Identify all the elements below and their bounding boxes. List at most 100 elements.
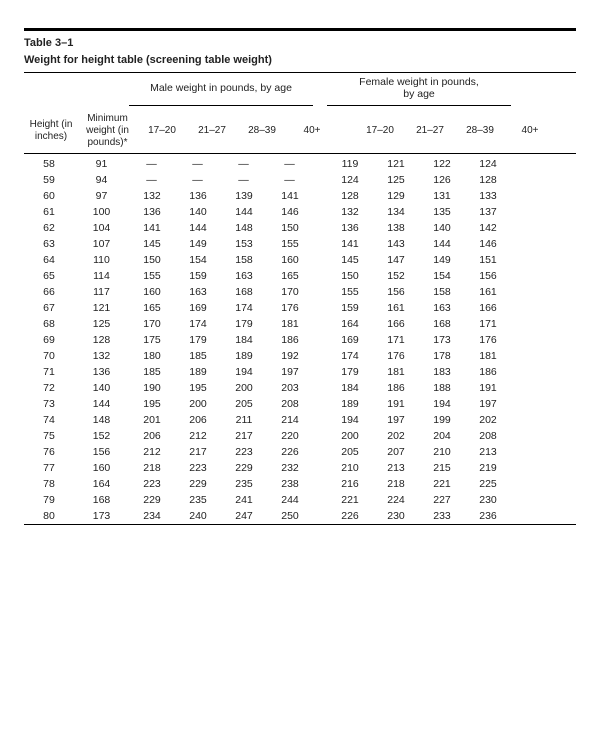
cell-female-2: 221 [419,476,465,492]
cell-male-1: 185 [175,348,221,364]
cell-male-0: 229 [129,492,175,508]
cell-male-2: 179 [221,316,267,332]
male-subrule [129,105,313,106]
cell-male-3: 214 [267,412,313,428]
spacer [24,103,74,109]
cell-female-0: 136 [327,220,373,236]
cell-female-2: 215 [419,460,465,476]
cell-female-2: 135 [419,204,465,220]
cell-female-1: 207 [373,444,419,460]
col-header-fem-40p: 40+ [505,121,555,141]
cell-male-3: 165 [267,268,313,284]
table-row: 77160218223229232210213215219 [24,460,576,476]
cell-female-1: 224 [373,492,419,508]
spacer [313,85,327,91]
cell-female-2: 168 [419,316,465,332]
cell-male-0: 165 [129,300,175,316]
cell-male-3: 155 [267,236,313,252]
cell-male-1: 144 [175,220,221,236]
cell-female-3: 197 [465,396,511,412]
cell-female-2: 204 [419,428,465,444]
cell-female-0: 132 [327,204,373,220]
table-caption: Table 3–1 Weight for height table (scree… [24,35,576,68]
cell-female-3: 171 [465,316,511,332]
cell-male-0: 212 [129,444,175,460]
table-row: 5994————124125126128 [24,172,576,188]
spacer [313,482,327,486]
cell-height: 77 [24,460,74,476]
cell-male-0: 234 [129,508,175,524]
table-row: 64110150154158160145147149151 [24,252,576,268]
male-group-header: Male weight in pounds, by age [129,79,313,97]
cell-male-0: — [129,172,175,188]
cell-male-0: 170 [129,316,175,332]
cell-male-2: 241 [221,492,267,508]
cell-min-weight: 100 [74,204,129,220]
cell-female-0: 216 [327,476,373,492]
cell-male-3: 181 [267,316,313,332]
cell-female-2: 188 [419,380,465,396]
cell-female-0: 210 [327,460,373,476]
cell-male-0: 185 [129,364,175,380]
cell-female-1: 181 [373,364,419,380]
cell-female-1: 186 [373,380,419,396]
cell-height: 74 [24,412,74,428]
cell-min-weight: 104 [74,220,129,236]
spacer [313,226,327,230]
cell-female-2: 122 [419,156,465,172]
col-header-fem-28-39: 28–39 [455,121,505,141]
cell-male-2: 211 [221,412,267,428]
cell-height: 65 [24,268,74,284]
cell-male-3: 203 [267,380,313,396]
table-row: 69128175179184186169171173176 [24,332,576,348]
cell-female-0: 155 [327,284,373,300]
cell-min-weight: 91 [74,156,129,172]
table-row: 78164223229235238216218221225 [24,476,576,492]
table-row: 63107145149153155141143144146 [24,236,576,252]
cell-female-3: 186 [465,364,511,380]
table-row: 6097132136139141128129131133 [24,188,576,204]
cell-female-1: 166 [373,316,419,332]
cell-female-1: 125 [373,172,419,188]
cell-male-2: 174 [221,300,267,316]
cell-female-3: 156 [465,268,511,284]
cell-male-1: 169 [175,300,221,316]
cell-male-2: 144 [221,204,267,220]
table-row: 61100136140144146132134135137 [24,204,576,220]
cell-female-0: 145 [327,252,373,268]
cell-female-1: 121 [373,156,419,172]
cell-female-3: 181 [465,348,511,364]
cell-male-0: 223 [129,476,175,492]
cell-female-1: 147 [373,252,419,268]
cell-male-0: 206 [129,428,175,444]
cell-height: 69 [24,332,74,348]
cell-female-2: 163 [419,300,465,316]
cell-male-1: 163 [175,284,221,300]
cell-female-1: 156 [373,284,419,300]
cell-min-weight: 164 [74,476,129,492]
cell-male-2: 200 [221,380,267,396]
cell-male-2: 163 [221,268,267,284]
cell-min-weight: 136 [74,364,129,380]
cell-male-0: 201 [129,412,175,428]
cell-height: 76 [24,444,74,460]
cell-min-weight: 152 [74,428,129,444]
bottom-rule [24,524,576,525]
spacer [313,402,327,406]
cell-female-3: 151 [465,252,511,268]
cell-male-0: 132 [129,188,175,204]
spacer [337,127,355,135]
cell-female-1: 213 [373,460,419,476]
cell-female-0: 174 [327,348,373,364]
spacer [313,354,327,358]
cell-male-3: 226 [267,444,313,460]
cell-male-3: 197 [267,364,313,380]
cell-female-0: 124 [327,172,373,188]
table-row: 76156212217223226205207210213 [24,444,576,460]
cell-male-3: 192 [267,348,313,364]
cell-male-3: 208 [267,396,313,412]
cell-height: 62 [24,220,74,236]
cell-female-3: 146 [465,236,511,252]
cell-min-weight: 110 [74,252,129,268]
cell-female-0: 179 [327,364,373,380]
